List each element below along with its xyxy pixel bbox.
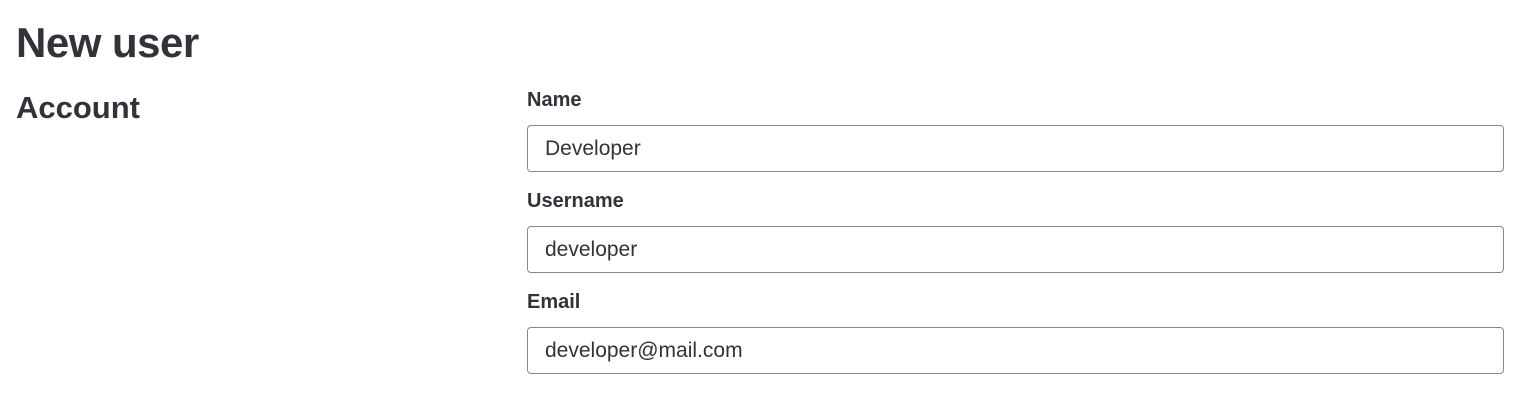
username-input[interactable]: [527, 226, 1504, 273]
name-label: Name: [527, 89, 582, 111]
email-field-group: Email: [527, 288, 1504, 374]
email-input[interactable]: [527, 327, 1504, 374]
username-label: Username: [527, 190, 624, 212]
page-title: New user: [16, 19, 199, 66]
account-form: Name Username Email: [527, 86, 1504, 389]
name-input[interactable]: [527, 125, 1504, 172]
name-field-group: Name: [527, 86, 1504, 172]
account-section-title: Account: [16, 90, 140, 125]
email-label: Email: [527, 291, 581, 313]
username-field-group: Username: [527, 187, 1504, 273]
